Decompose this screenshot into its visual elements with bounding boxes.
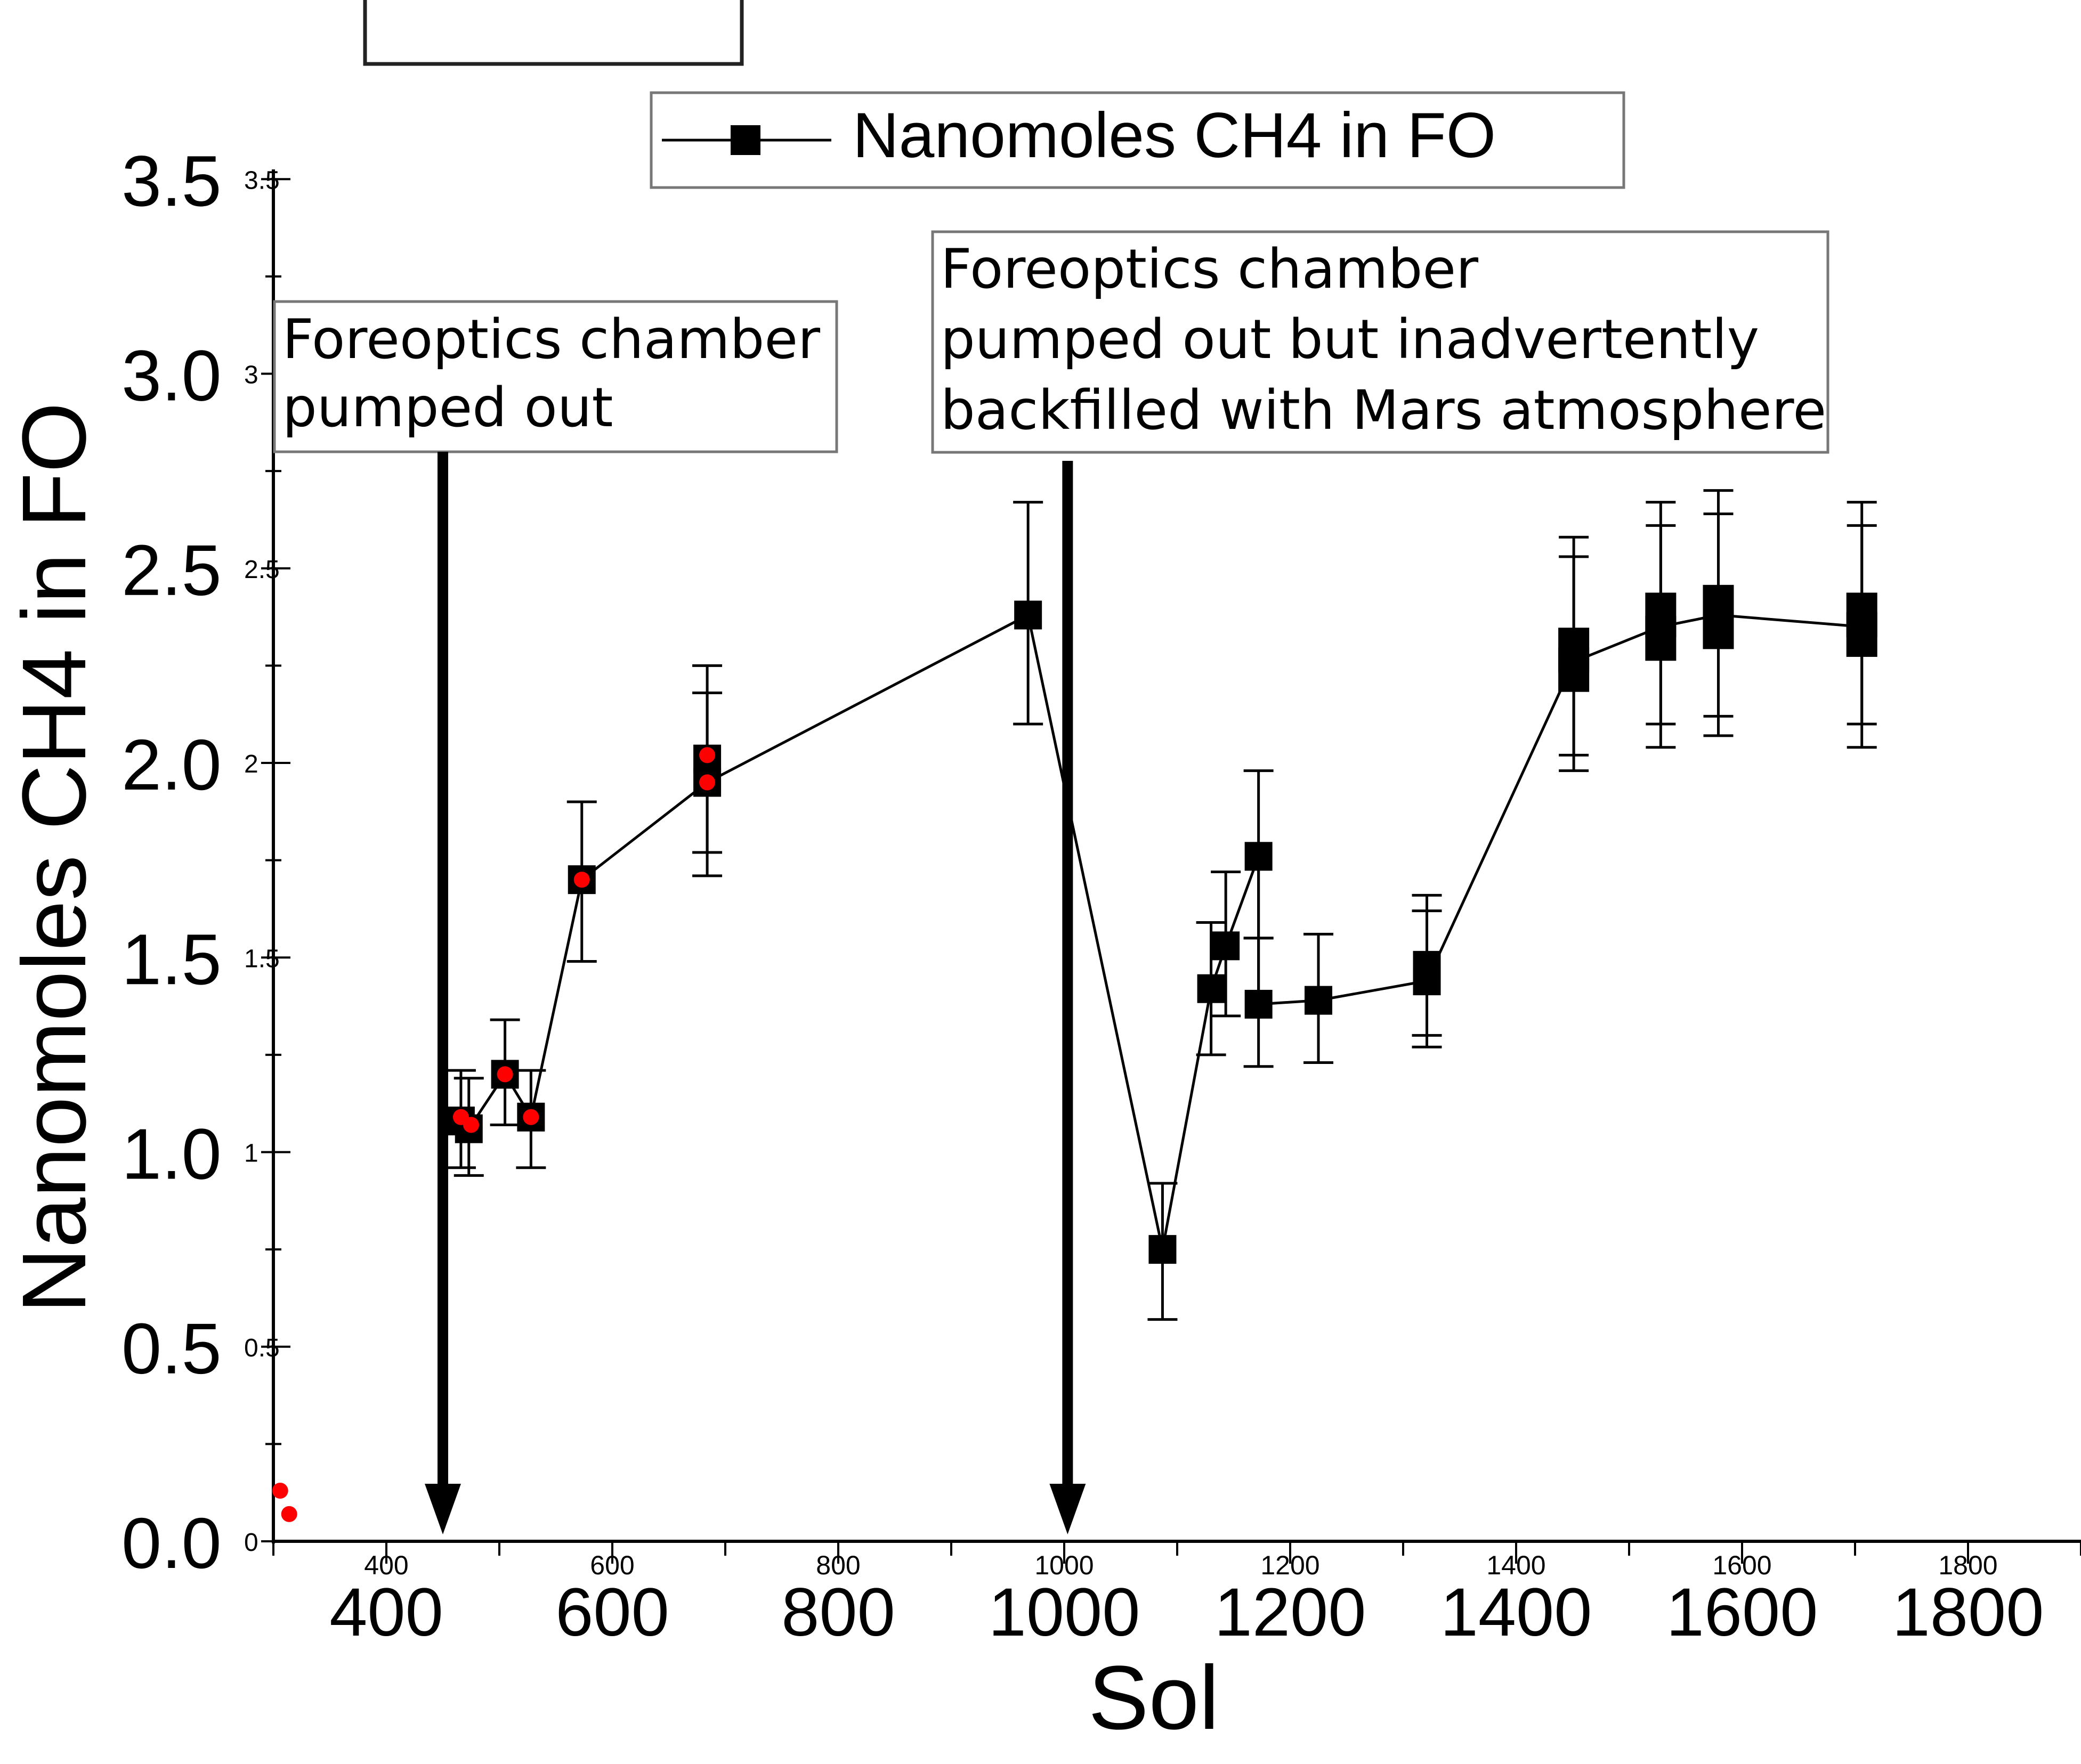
annotation-backfilled: Foreoptics chamber pumped out but inadve… — [931, 230, 1829, 454]
data-point — [1212, 931, 1240, 961]
y-tick-label-small: 0.5 — [244, 1334, 280, 1362]
red-marker — [497, 1066, 513, 1083]
red-marker — [463, 1117, 479, 1133]
x-tick-label-small: 600 — [590, 1550, 634, 1580]
data-point — [1197, 974, 1225, 1003]
arrow-head — [1049, 1484, 1086, 1534]
y-axis-title: Nanomoles CH4 in FO — [4, 402, 105, 1313]
x-tick-label: 800 — [781, 1574, 895, 1651]
red-marker — [523, 1109, 539, 1125]
y-tick-label-small: 0 — [244, 1529, 258, 1557]
annotation-line: Foreoptics chamber — [941, 238, 1478, 301]
y-tick-label-small: 2.5 — [244, 556, 280, 584]
annotation-box — [931, 230, 1829, 454]
data-point — [1244, 989, 1273, 1019]
y-tick-label: 2.0 — [122, 725, 222, 805]
red-marker — [281, 1506, 297, 1522]
x-tick-label: 1200 — [1214, 1574, 1366, 1651]
red-marker — [573, 872, 590, 888]
data-point — [1148, 1235, 1177, 1264]
legend-label: Nanomoles CH4 in FO — [853, 100, 1496, 171]
y-tick-label: 3.0 — [122, 336, 222, 416]
y-tick-label: 0.5 — [122, 1308, 222, 1389]
x-tick-label: 1000 — [989, 1574, 1140, 1651]
partial-frame — [363, 0, 744, 66]
annotation-line: pumped out — [282, 376, 613, 440]
x-axis-title: Sol — [1088, 1647, 1219, 1749]
arrow-head — [425, 1484, 461, 1534]
annotation-pump-out: Foreoptics chamber pumped out — [273, 300, 838, 453]
annotation-line: Foreoptics chamber — [282, 308, 820, 371]
data-point — [1305, 986, 1332, 1015]
annotation-box — [273, 300, 838, 453]
arrows — [425, 452, 1086, 1534]
red-marker — [699, 747, 716, 763]
y-ticks: 0.0 0 0.5 0.5 1.0 1 1.5 1.5 2.0 2 2.5 2.5 3.0 3 3.5 3.5 — [122, 141, 290, 1583]
x-tick-label-small: 1800 — [1938, 1550, 1997, 1580]
red-marker — [272, 1483, 288, 1499]
annotation-line: pumped out but inadvertently — [941, 308, 1759, 371]
x-tick-label-small: 1600 — [1712, 1550, 1771, 1580]
x-tick-label: 1600 — [1666, 1574, 1818, 1651]
legend: Nanomoles CH4 in FO — [650, 91, 1625, 189]
y-tick-label-small: 3.5 — [244, 166, 280, 194]
data-point — [1558, 628, 1590, 673]
data-point — [1413, 950, 1441, 980]
x-tick-label: 1800 — [1892, 1574, 2044, 1651]
x-tick-label: 600 — [555, 1574, 669, 1651]
annotation-line: backfilled with Mars atmosphere — [941, 379, 1826, 442]
data-point — [1645, 592, 1677, 638]
data-point — [1703, 584, 1734, 630]
y-tick-label: 3.5 — [122, 141, 222, 221]
x-tick-label-small: 1000 — [1034, 1550, 1094, 1580]
y-tick-label-small: 3 — [244, 361, 258, 389]
x-tick-label-small: 1200 — [1260, 1550, 1319, 1580]
x-tick-label: 400 — [329, 1574, 443, 1651]
red-markers — [272, 747, 716, 1522]
y-tick-label-small: 1 — [244, 1140, 258, 1168]
y-tick-label-small: 2 — [244, 750, 258, 778]
x-tick-label: 1400 — [1440, 1574, 1592, 1651]
x-tick-label-small: 400 — [364, 1550, 408, 1580]
y-tick-label: 2.5 — [122, 530, 222, 611]
y-tick-label: 0.0 — [122, 1503, 222, 1583]
series-markers — [447, 584, 1877, 1264]
x-tick-label-small: 800 — [816, 1550, 860, 1580]
data-point — [1244, 842, 1273, 871]
legend-marker — [731, 125, 760, 155]
y-tick-label: 1.0 — [122, 1114, 222, 1194]
red-marker — [699, 774, 716, 791]
data-point — [1014, 600, 1042, 630]
x-tick-label-small: 1400 — [1486, 1550, 1545, 1580]
y-tick-label-small: 1.5 — [244, 945, 280, 973]
data-point — [1846, 592, 1877, 638]
y-tick-label: 1.5 — [122, 919, 222, 999]
